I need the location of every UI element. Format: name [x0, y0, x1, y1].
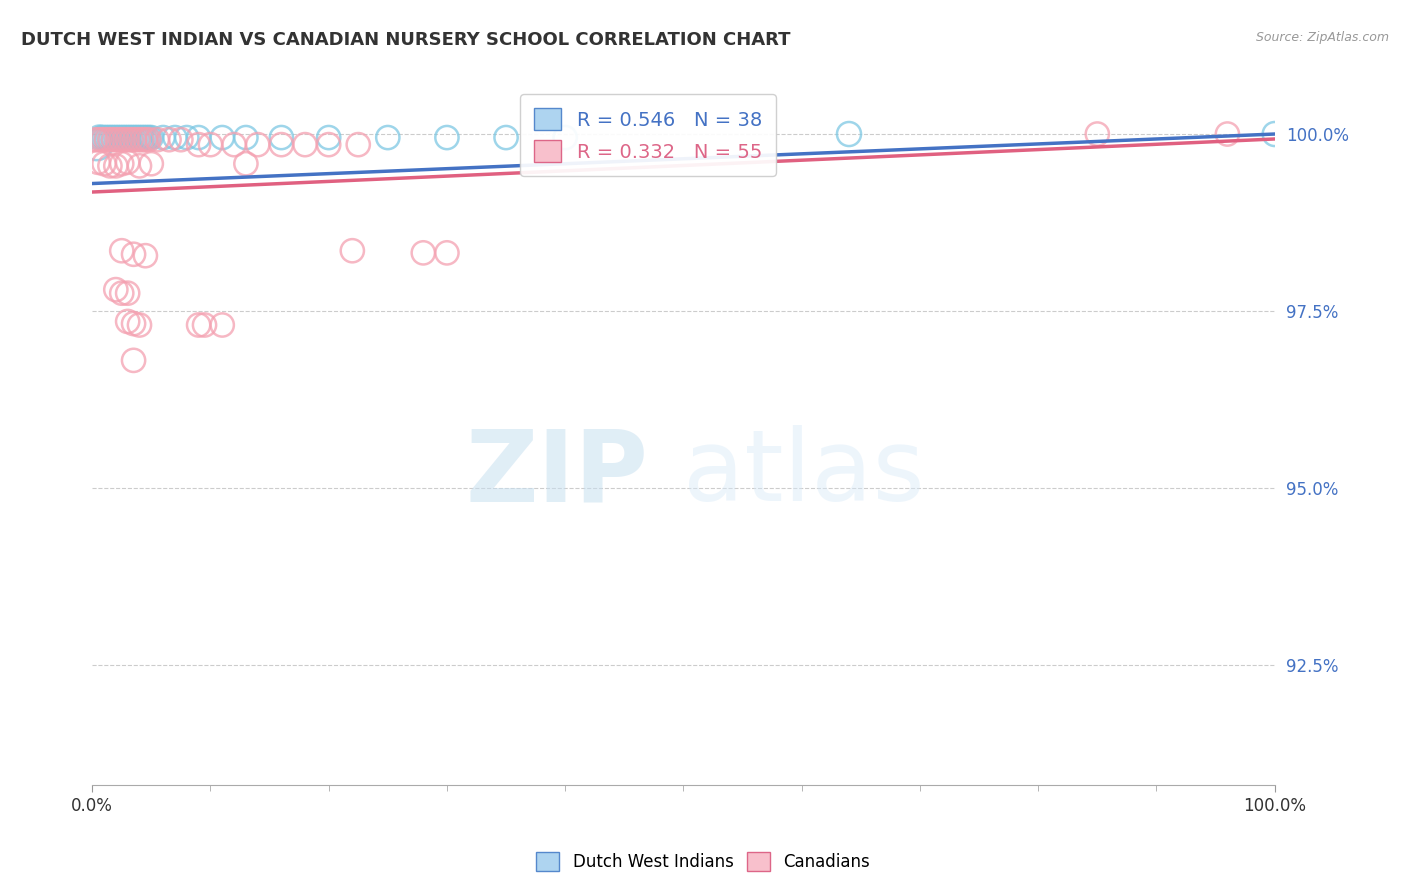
Point: [117, 133, 139, 147]
Point: [436, 245, 458, 260]
Point: [86, 137, 108, 152]
Point: [270, 130, 292, 145]
Point: [104, 130, 127, 145]
Point: [127, 130, 149, 145]
Point: [138, 130, 160, 145]
Point: [134, 130, 156, 145]
Point: [347, 137, 370, 152]
Point: [554, 130, 576, 145]
Point: [235, 157, 257, 171]
Point: [111, 157, 134, 171]
Point: [110, 130, 132, 145]
Legend: Dutch West Indians, Canadians: Dutch West Indians, Canadians: [527, 843, 879, 880]
Point: [84, 133, 107, 147]
Point: [412, 245, 434, 260]
Point: [138, 133, 160, 147]
Point: [104, 159, 127, 173]
Point: [128, 318, 150, 332]
Text: Source: ZipAtlas.com: Source: ZipAtlas.com: [1256, 31, 1389, 45]
Legend: R = 0.546   N = 38, R = 0.332   N = 55: R = 0.546 N = 38, R = 0.332 N = 55: [520, 95, 776, 176]
Text: ZIP: ZIP: [465, 425, 648, 522]
Point: [118, 130, 141, 145]
Point: [170, 133, 193, 147]
Point: [100, 130, 122, 145]
Point: [117, 286, 139, 301]
Text: atlas: atlas: [683, 425, 925, 522]
Point: [235, 130, 257, 145]
Point: [120, 133, 142, 147]
Point: [187, 137, 209, 152]
Point: [98, 133, 121, 147]
Point: [87, 155, 110, 169]
Point: [200, 137, 222, 152]
Point: [135, 130, 157, 145]
Point: [122, 247, 145, 261]
Point: [89, 130, 111, 145]
Point: [90, 130, 112, 145]
Point: [93, 157, 115, 171]
Point: [96, 133, 118, 147]
Point: [294, 137, 316, 152]
Point: [124, 133, 146, 147]
Point: [211, 130, 233, 145]
Point: [838, 127, 860, 141]
Point: [134, 133, 156, 147]
Point: [141, 130, 163, 145]
Point: [187, 130, 209, 145]
Point: [211, 318, 233, 332]
Point: [1264, 127, 1286, 141]
Point: [117, 130, 139, 145]
Point: [97, 130, 120, 145]
Point: [122, 353, 145, 368]
Point: [141, 157, 163, 171]
Point: [117, 314, 139, 328]
Point: [193, 318, 215, 332]
Point: [1085, 127, 1108, 141]
Point: [318, 137, 340, 152]
Point: [104, 283, 127, 297]
Point: [163, 130, 186, 145]
Point: [91, 133, 114, 147]
Point: [96, 130, 118, 145]
Point: [152, 130, 174, 145]
Point: [131, 133, 153, 147]
Point: [187, 318, 209, 332]
Point: [436, 130, 458, 145]
Point: [318, 130, 340, 145]
Text: DUTCH WEST INDIAN VS CANADIAN NURSERY SCHOOL CORRELATION CHART: DUTCH WEST INDIAN VS CANADIAN NURSERY SC…: [21, 31, 790, 49]
Point: [131, 130, 153, 145]
Point: [121, 130, 143, 145]
Point: [122, 317, 145, 331]
Point: [127, 133, 149, 147]
Point: [107, 130, 129, 145]
Point: [111, 130, 134, 145]
Point: [246, 137, 269, 152]
Point: [105, 133, 128, 147]
Point: [112, 133, 135, 147]
Point: [93, 130, 115, 145]
Point: [114, 130, 136, 145]
Point: [103, 133, 125, 147]
Point: [103, 130, 125, 145]
Point: [270, 137, 292, 152]
Point: [110, 133, 132, 147]
Point: [134, 249, 156, 263]
Point: [111, 244, 134, 258]
Point: [377, 130, 399, 145]
Point: [1216, 127, 1239, 141]
Point: [89, 133, 111, 147]
Point: [117, 155, 139, 169]
Point: [128, 130, 150, 145]
Point: [111, 286, 134, 301]
Point: [176, 130, 198, 145]
Point: [495, 130, 517, 145]
Point: [146, 133, 169, 147]
Point: [124, 130, 146, 145]
Point: [157, 133, 180, 147]
Point: [98, 159, 121, 173]
Point: [342, 244, 364, 258]
Point: [222, 137, 245, 152]
Point: [128, 159, 150, 173]
